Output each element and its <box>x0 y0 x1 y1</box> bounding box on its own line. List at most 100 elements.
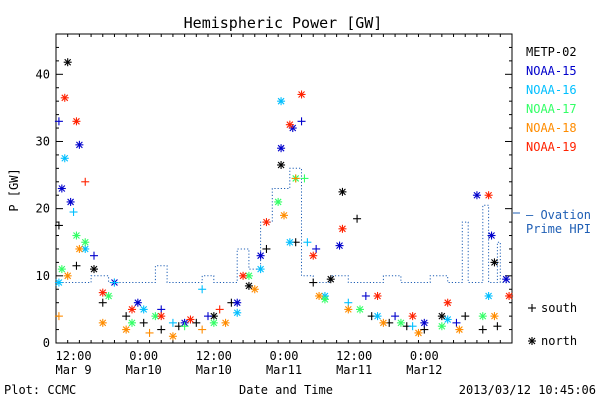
north-point-marker <box>256 265 265 274</box>
marker-stroke <box>73 117 80 125</box>
north-point-marker <box>396 318 405 327</box>
south-point-marker <box>309 278 318 287</box>
y-tick-label: 0 <box>43 336 50 350</box>
south-point-marker <box>204 312 212 321</box>
north-point-marker <box>490 258 499 267</box>
marker-stroke <box>286 121 294 129</box>
marker-stroke <box>187 316 194 323</box>
ovation-legend-label: — Ovation <box>526 208 591 222</box>
north-point-marker <box>128 318 136 327</box>
south-point-marker <box>198 325 207 334</box>
south-point-marker <box>461 312 470 321</box>
south-point-marker <box>180 322 189 331</box>
marker-stroke <box>58 185 66 192</box>
north-point-marker <box>344 305 353 314</box>
marker-stroke <box>339 225 346 233</box>
footer-credit: Plot: CCMC <box>4 383 76 397</box>
north-point-marker <box>98 288 107 297</box>
marker-stroke <box>321 295 329 303</box>
north-point-marker <box>98 318 107 327</box>
north-point-marker <box>408 312 417 321</box>
marker-stroke <box>356 306 364 313</box>
north-point-marker <box>72 231 81 240</box>
x-tick-date-label: Mar11 <box>336 363 372 377</box>
marker-stroke <box>99 289 107 297</box>
north-point-marker <box>277 97 286 106</box>
north-point-marker <box>326 275 335 284</box>
south-point-marker <box>198 285 207 294</box>
marker-stroke <box>222 319 229 327</box>
south-point-marker <box>391 312 400 321</box>
x-tick-label: 12:00 <box>196 349 232 363</box>
marker-stroke <box>90 265 98 273</box>
south-point-marker <box>312 244 321 253</box>
marker-stroke <box>485 292 493 300</box>
marker-stroke <box>488 232 495 239</box>
marker-stroke <box>75 245 83 253</box>
north-point-marker <box>420 318 429 327</box>
marker-stroke <box>64 58 72 66</box>
north-point-marker <box>60 93 69 102</box>
marker-stroke <box>415 329 422 337</box>
north-point-marker <box>139 305 148 314</box>
marker-stroke <box>128 306 136 313</box>
marker-stroke <box>420 319 428 327</box>
legend-entry: NOAA-15 <box>526 64 577 78</box>
marker-stroke <box>245 272 253 280</box>
legend-entry: NOAA-18 <box>526 121 577 135</box>
south-point-marker <box>452 318 461 327</box>
north-marker-icon <box>528 337 536 345</box>
marker-stroke <box>81 245 89 253</box>
south-point-marker <box>157 325 166 334</box>
north-point-marker <box>373 291 382 300</box>
ovation-legend-label: Prime HPI <box>526 222 591 236</box>
marker-stroke <box>438 312 446 320</box>
marker-stroke <box>505 292 513 300</box>
south-point-marker <box>291 174 300 183</box>
marker-stroke <box>344 306 352 313</box>
marker-stroke <box>128 319 136 327</box>
marker-stroke <box>99 319 107 327</box>
south-point-marker <box>215 305 224 314</box>
north-point-marker <box>285 120 294 129</box>
south-point-marker <box>192 318 201 327</box>
north-point-marker <box>81 238 90 247</box>
marker-stroke <box>327 275 335 283</box>
legend-entry: NOAA-17 <box>526 102 577 116</box>
marker-stroke <box>502 275 510 283</box>
marker-stroke <box>455 326 463 333</box>
north-point-marker <box>233 308 242 317</box>
south-point-marker <box>344 298 353 307</box>
marker-stroke <box>157 312 165 320</box>
north-point-marker <box>315 291 324 300</box>
south-point-marker <box>262 244 271 253</box>
north-point-marker <box>244 281 253 290</box>
north-point-marker <box>484 191 493 200</box>
south-point-marker <box>81 177 90 186</box>
north-point-marker <box>63 58 72 67</box>
north-point-marker <box>338 224 347 233</box>
south-point-marker <box>478 325 487 334</box>
y-axis-label: P [GW] <box>7 168 21 211</box>
marker-stroke <box>55 279 63 286</box>
x-tick-label: 0:00 <box>270 349 299 363</box>
north-point-marker <box>63 271 72 280</box>
marker-stroke <box>473 191 481 199</box>
marker-stroke <box>280 211 288 219</box>
marker-stroke <box>58 265 66 273</box>
north-point-marker <box>505 291 514 300</box>
marker-stroke <box>210 312 218 320</box>
south-point-marker <box>303 238 312 247</box>
marker-stroke <box>233 299 241 307</box>
ovation-series <box>56 167 512 283</box>
x-tick-label: 0:00 <box>410 349 439 363</box>
marker-stroke <box>277 161 285 169</box>
north-point-marker <box>122 325 131 334</box>
north-point-marker <box>277 144 286 153</box>
north-point-marker <box>437 312 446 321</box>
marker-stroke <box>444 299 452 307</box>
x-tick-date-label: Mar11 <box>266 363 302 377</box>
south-point-marker <box>72 261 81 270</box>
south-point-marker <box>54 312 63 321</box>
